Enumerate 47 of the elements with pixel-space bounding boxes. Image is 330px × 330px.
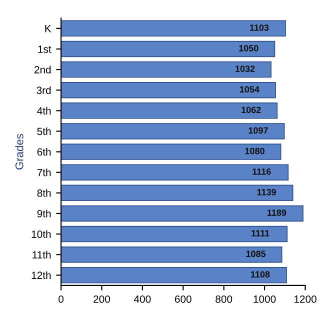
y-tick-label: 2nd xyxy=(34,66,51,74)
y-tick-label: 1st xyxy=(38,46,52,53)
bar xyxy=(61,20,286,37)
y-tick-label: 10th xyxy=(32,230,51,238)
y-tick-label: 9th xyxy=(37,210,51,218)
bar xyxy=(61,164,289,180)
data-label: 1139 xyxy=(257,188,276,196)
x-tick-label: 200 xyxy=(94,295,110,303)
bar xyxy=(61,61,272,78)
data-label: 1085 xyxy=(246,250,266,258)
y-tick-label: 8th xyxy=(37,189,51,197)
data-label: 1032 xyxy=(236,66,255,72)
x-tick-label: 600 xyxy=(174,295,192,303)
data-label: 1097 xyxy=(248,127,268,134)
y-tick-label: 5th xyxy=(37,127,51,136)
x-tick-label: 800 xyxy=(216,295,232,303)
y-tick-label: K xyxy=(45,25,52,32)
bar xyxy=(61,226,288,242)
bar xyxy=(61,123,285,140)
data-label: 1111 xyxy=(252,230,270,236)
x-tick-label: 400 xyxy=(134,295,151,303)
y-tick-label: 12th xyxy=(32,271,51,280)
bar xyxy=(61,40,276,58)
y-axis-title: Grades xyxy=(15,134,24,170)
data-label: 1108 xyxy=(250,271,270,278)
x-tick-label: 1000 xyxy=(254,295,276,303)
bar xyxy=(61,184,294,202)
data-label: 1116 xyxy=(252,168,271,175)
y-tick-label: 7th xyxy=(37,168,51,176)
x-tick-label: 0 xyxy=(58,295,64,303)
data-label: 1080 xyxy=(245,148,264,154)
bar xyxy=(61,82,276,98)
data-label: 1054 xyxy=(240,86,260,93)
bar xyxy=(61,267,287,284)
bar xyxy=(61,205,304,222)
bar xyxy=(61,102,278,119)
y-tick-label: 11th xyxy=(32,250,51,258)
y-tick-label: 6th xyxy=(37,148,51,156)
bar xyxy=(61,144,282,160)
x-tick-label: 1200 xyxy=(294,295,316,303)
data-label: 1103 xyxy=(250,24,269,31)
data-label: 1189 xyxy=(267,210,286,216)
bar xyxy=(61,246,282,263)
y-tick-label: 3rd xyxy=(36,86,51,94)
data-label: 1062 xyxy=(242,106,261,114)
data-label: 1050 xyxy=(239,45,258,52)
y-tick-label: 4th xyxy=(37,106,51,115)
